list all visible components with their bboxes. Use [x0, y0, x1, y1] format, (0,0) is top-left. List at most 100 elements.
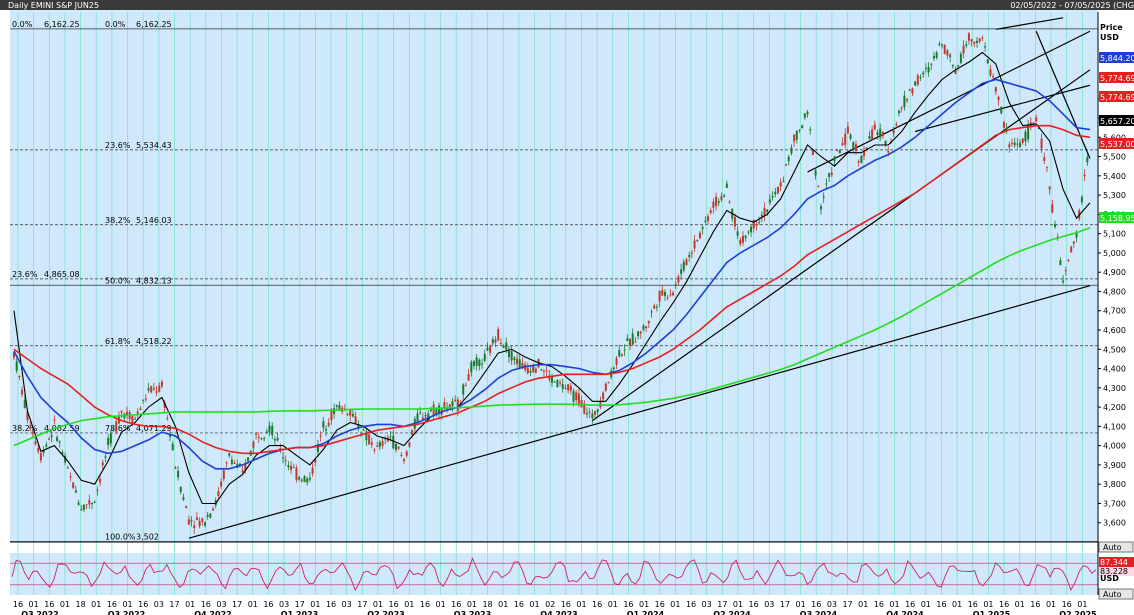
x-tick-label: 01	[889, 600, 899, 609]
candle-body	[707, 216, 710, 222]
candle-body	[639, 331, 642, 334]
candle-body	[854, 144, 857, 152]
candle-body	[927, 66, 930, 73]
x-tick-label: 01	[921, 600, 931, 609]
x-tick-label: 18	[482, 600, 492, 609]
candle-body	[1019, 142, 1022, 148]
x-tick-label: 16	[201, 600, 211, 609]
candle-body	[1013, 142, 1016, 146]
candle-body	[873, 124, 876, 130]
fib-mid-pct: 61.8%	[105, 337, 131, 346]
candle-body	[521, 362, 524, 369]
candle-body	[1048, 186, 1051, 190]
candle-body	[997, 96, 1000, 101]
candle-body	[669, 294, 672, 296]
candle-body	[741, 235, 744, 243]
candle-body	[615, 358, 618, 365]
y-tick-label: 3,600	[1103, 519, 1126, 528]
candle-body	[661, 290, 664, 296]
candle-body	[655, 306, 658, 308]
candle-body	[943, 44, 946, 54]
fib-mid-pct: 78.6%	[105, 424, 131, 433]
fib-mid-pct: 38.2%	[105, 216, 131, 225]
x-tick-label: 01	[608, 600, 618, 609]
price-axis[interactable]: 3,600 3,700 3,800 3,900 4,000 4,100 4,200 4,300…	[1097, 12, 1134, 595]
candle-body	[400, 454, 403, 456]
candle-body	[260, 438, 263, 440]
candle-body	[602, 392, 605, 400]
candle-body	[820, 206, 822, 210]
candle-body	[77, 502, 80, 506]
fib-mid-value: 6,162.25	[136, 20, 172, 29]
x-tick-label: 16	[13, 600, 23, 609]
x-tick-label: 16	[514, 600, 524, 609]
candle-body	[335, 405, 338, 407]
time-axis[interactable]: 16 01 16 01 18 01 16 01 16 03 17 01 16 03 17 01 16 03 17 01…	[10, 541, 1098, 615]
candle-body	[483, 353, 486, 361]
candle-body	[795, 131, 798, 140]
candle-body	[96, 489, 99, 491]
auto-button-bottom[interactable]: Auto	[1103, 590, 1122, 599]
y-tick-label: 5,500	[1103, 153, 1126, 162]
candle-body	[131, 416, 134, 424]
oscillator	[10, 557, 1098, 592]
candle-body	[981, 37, 984, 39]
candle-body	[863, 151, 866, 157]
plot-area[interactable]	[10, 10, 1098, 542]
candle-body	[354, 416, 357, 424]
fib-mid-pct: 100.0%	[105, 533, 136, 542]
candle-body	[481, 363, 484, 365]
candle-body	[255, 433, 258, 435]
candle-body	[962, 45, 965, 54]
candle-body	[583, 403, 586, 414]
x-tick-label: 03	[702, 600, 712, 609]
candle-body	[144, 398, 147, 400]
candle-body	[898, 110, 901, 114]
candle-body	[532, 365, 535, 373]
candle-body	[152, 388, 155, 390]
candle-body	[424, 414, 427, 417]
auto-button-top-bg[interactable]	[1098, 541, 1134, 553]
candle-body	[556, 379, 559, 388]
candle-body	[803, 113, 806, 118]
candle-body	[682, 261, 685, 271]
candle-body	[733, 217, 736, 227]
trend-line	[188, 285, 1091, 539]
auto-button-top[interactable]: Auto	[1103, 543, 1122, 552]
candle-body	[64, 455, 67, 463]
candle-body	[1075, 232, 1078, 238]
candle-body	[540, 369, 543, 371]
oscillator-value-b: 83.228	[1100, 567, 1128, 576]
fib-mid-value: 5,146.03	[136, 216, 172, 225]
candle-body	[782, 181, 785, 183]
candle-body	[185, 506, 188, 509]
candle-body	[830, 172, 833, 176]
fib-mid-value: 5,534.43	[136, 141, 172, 150]
candle-body	[42, 450, 45, 453]
x-tick-label: 01	[29, 600, 39, 609]
candle-body	[18, 375, 21, 378]
candle-body	[585, 412, 588, 415]
price-tag	[1099, 52, 1134, 63]
candle-body	[938, 43, 941, 45]
oscillator-value-a: 87.344	[1100, 558, 1128, 567]
candle-body	[604, 383, 607, 391]
candle-body	[717, 201, 720, 203]
candle-body	[575, 392, 578, 401]
x-tick-label: 01	[91, 600, 101, 609]
candle-body	[994, 87, 997, 92]
candle-body	[15, 361, 18, 371]
candle-body	[45, 444, 48, 447]
auto-button-bottom-bg[interactable]	[1098, 588, 1134, 600]
candle-body	[758, 222, 761, 224]
y-tick-label: 5,600	[1103, 133, 1126, 142]
candle-body	[405, 451, 408, 456]
candle-body	[545, 370, 548, 372]
candle-body	[228, 453, 231, 456]
candle-body	[577, 393, 580, 406]
oscillator-area[interactable]	[10, 553, 1098, 595]
candle-body	[785, 164, 788, 166]
x-tick-label: 16	[451, 600, 461, 609]
candle-body	[438, 405, 441, 414]
